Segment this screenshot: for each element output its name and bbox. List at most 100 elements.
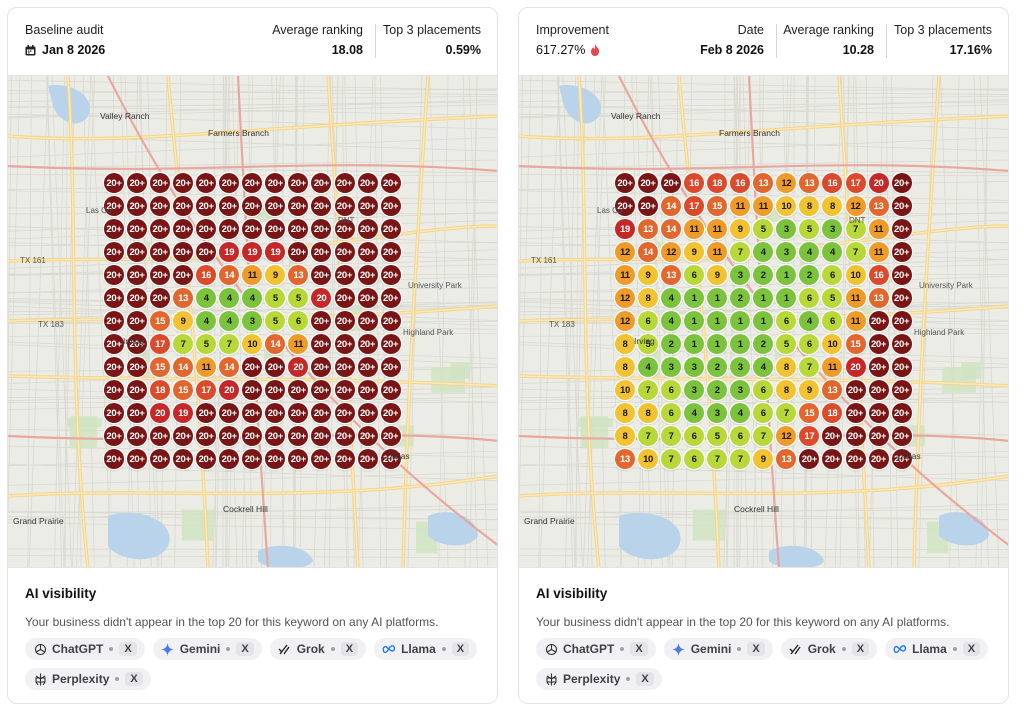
rank-pin[interactable]: 6 xyxy=(661,403,682,423)
rank-pin[interactable]: 7 xyxy=(638,380,659,400)
rank-pin[interactable]: 20+ xyxy=(868,426,889,446)
rank-pin[interactable]: 4 xyxy=(196,311,217,331)
rank-pin[interactable]: 12 xyxy=(615,311,635,331)
rank-pin[interactable]: 20+ xyxy=(104,449,124,469)
rank-pin[interactable]: 8 xyxy=(615,426,635,446)
rank-pin[interactable]: 20+ xyxy=(891,426,912,446)
rank-pin[interactable]: 20+ xyxy=(334,426,355,446)
rank-pin[interactable]: 1 xyxy=(730,311,751,331)
rank-pin[interactable]: 20+ xyxy=(311,242,332,262)
rank-pin[interactable]: 20+ xyxy=(380,242,401,262)
rank-pin[interactable]: 5 xyxy=(265,311,286,331)
rank-pin[interactable]: 20+ xyxy=(104,334,124,354)
rank-pin[interactable]: 20+ xyxy=(380,403,401,423)
rank-pin[interactable]: 20+ xyxy=(380,311,401,331)
rank-pin[interactable]: 20+ xyxy=(334,242,355,262)
rank-pin[interactable]: 20+ xyxy=(357,311,378,331)
rank-pin[interactable]: 13 xyxy=(615,449,635,469)
rank-pin[interactable]: 20+ xyxy=(868,311,889,331)
rank-pin[interactable]: 18 xyxy=(150,380,171,400)
rank-pin[interactable]: 20+ xyxy=(219,449,240,469)
rank-pin[interactable]: 2 xyxy=(799,265,820,285)
rank-pin[interactable]: 1 xyxy=(776,265,797,285)
rank-pin[interactable]: 20+ xyxy=(638,196,659,216)
rank-pin[interactable]: 7 xyxy=(845,219,866,239)
rank-pin[interactable]: 20+ xyxy=(242,219,263,239)
rank-pin[interactable]: 20+ xyxy=(288,449,309,469)
rank-pin[interactable]: 20+ xyxy=(288,242,309,262)
rank-pin[interactable]: 13 xyxy=(868,196,889,216)
rank-pin[interactable]: 16 xyxy=(868,265,889,285)
rank-pin[interactable]: 4 xyxy=(799,242,820,262)
rank-pin[interactable]: 8 xyxy=(615,403,635,423)
rank-pin[interactable]: 15 xyxy=(173,380,194,400)
rank-pin[interactable]: 9 xyxy=(707,265,728,285)
rank-pin[interactable]: 4 xyxy=(661,311,682,331)
rank-pin[interactable]: 20+ xyxy=(661,173,682,193)
rank-pin[interactable]: 20+ xyxy=(196,242,217,262)
rank-pin[interactable]: 4 xyxy=(638,357,659,377)
rank-pin[interactable]: 4 xyxy=(730,403,751,423)
rank-pin[interactable]: 20+ xyxy=(127,288,148,308)
rank-pin[interactable]: 20+ xyxy=(150,426,171,446)
rank-pin[interactable]: 20+ xyxy=(242,449,263,469)
rank-pin[interactable]: 3 xyxy=(822,219,843,239)
rank-pin[interactable]: 1 xyxy=(707,311,728,331)
rank-pin[interactable]: 5 xyxy=(753,219,774,239)
rank-pin[interactable]: 20+ xyxy=(822,449,843,469)
rank-pin[interactable]: 20 xyxy=(868,173,889,193)
rank-pin[interactable]: 20+ xyxy=(311,426,332,446)
rank-pin[interactable]: 7 xyxy=(753,426,774,446)
rank-pin[interactable]: 4 xyxy=(242,288,263,308)
rank-pin[interactable]: 20+ xyxy=(357,334,378,354)
rank-pin[interactable]: 17 xyxy=(799,426,820,446)
rank-pin[interactable]: 11 xyxy=(196,357,217,377)
platform-chip-chatgpt[interactable]: ChatGPT X xyxy=(25,638,145,660)
rank-pin[interactable]: 10 xyxy=(638,449,659,469)
rank-pin[interactable]: 13 xyxy=(638,219,659,239)
rank-pin[interactable]: 2 xyxy=(753,265,774,285)
rank-pin[interactable]: 20+ xyxy=(242,357,263,377)
rank-pin[interactable]: 20+ xyxy=(150,173,171,193)
rank-pin[interactable]: 20+ xyxy=(334,449,355,469)
rank-pin[interactable]: 13 xyxy=(868,288,889,308)
rank-pin[interactable]: 6 xyxy=(799,288,820,308)
platform-chip-llama[interactable]: Llama X xyxy=(885,638,989,660)
rank-pin[interactable]: 6 xyxy=(753,380,774,400)
rank-pin[interactable]: 20+ xyxy=(265,357,286,377)
rank-pin[interactable]: 13 xyxy=(799,173,820,193)
rank-pin[interactable]: 20+ xyxy=(127,242,148,262)
rank-pin[interactable]: 7 xyxy=(776,403,797,423)
rank-pin[interactable]: 2 xyxy=(661,334,682,354)
rank-pin[interactable]: 11 xyxy=(753,196,774,216)
rank-pin[interactable]: 19 xyxy=(173,403,194,423)
rank-pin[interactable]: 20+ xyxy=(891,311,912,331)
rank-pin[interactable]: 20+ xyxy=(845,403,866,423)
rank-pin[interactable]: 14 xyxy=(661,196,682,216)
rank-pin[interactable]: 5 xyxy=(776,334,797,354)
rank-pin[interactable]: 4 xyxy=(799,311,820,331)
rank-pin[interactable]: 5 xyxy=(707,426,728,446)
rank-pin[interactable]: 14 xyxy=(219,357,240,377)
rank-pin[interactable]: 1 xyxy=(776,288,797,308)
rank-pin[interactable]: 20+ xyxy=(311,334,332,354)
rank-pin[interactable]: 16 xyxy=(196,265,217,285)
rank-pin[interactable]: 6 xyxy=(776,311,797,331)
rank-pin[interactable]: 20+ xyxy=(288,173,309,193)
rank-pin[interactable]: 6 xyxy=(684,426,705,446)
rank-pin[interactable]: 5 xyxy=(638,334,659,354)
rank-pin[interactable]: 20 xyxy=(845,357,866,377)
rank-pin[interactable]: 18 xyxy=(707,173,728,193)
rank-pin[interactable]: 3 xyxy=(684,380,705,400)
rank-pin[interactable]: 20+ xyxy=(380,173,401,193)
rank-pin[interactable]: 13 xyxy=(173,288,194,308)
rank-pin[interactable]: 6 xyxy=(822,311,843,331)
rank-pin[interactable]: 10 xyxy=(822,334,843,354)
rank-pin[interactable]: 20+ xyxy=(219,403,240,423)
rank-pin[interactable]: 20+ xyxy=(311,173,332,193)
rank-pin[interactable]: 20+ xyxy=(196,173,217,193)
rank-pin[interactable]: 20+ xyxy=(357,357,378,377)
rank-pin[interactable]: 6 xyxy=(288,311,309,331)
rank-pin[interactable]: 20+ xyxy=(127,449,148,469)
rank-pin[interactable]: 11 xyxy=(730,196,751,216)
